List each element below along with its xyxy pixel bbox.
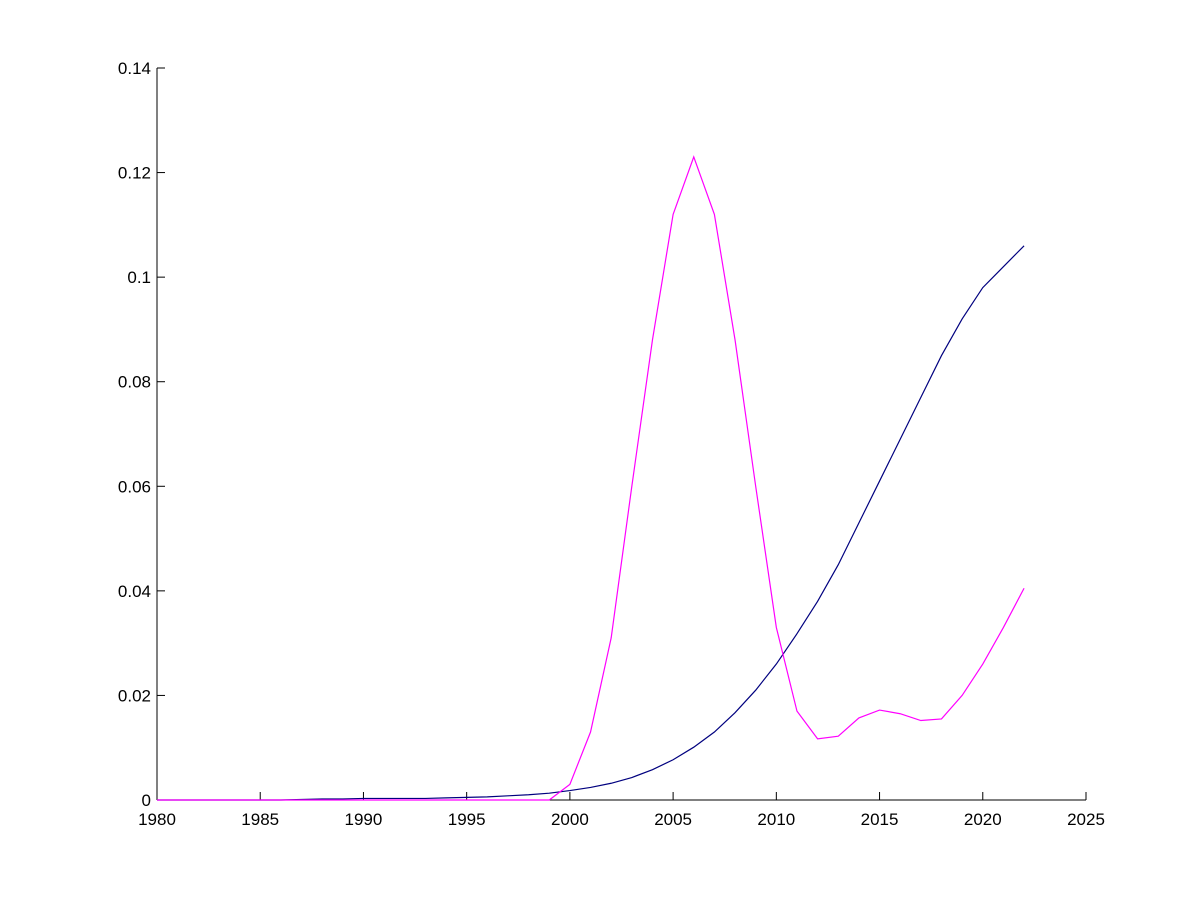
y-tick-label: 0.04 [118, 582, 151, 601]
x-tick-label: 2025 [1067, 810, 1105, 829]
y-tick-label: 0.1 [127, 268, 151, 287]
x-tick-label: 2010 [757, 810, 795, 829]
y-tick-label: 0.02 [118, 686, 151, 705]
x-tick-label: 2015 [861, 810, 899, 829]
x-tick-label: 1990 [345, 810, 383, 829]
y-tick-label: 0 [142, 791, 151, 810]
y-tick-label: 0.12 [118, 164, 151, 183]
x-tick-label: 2020 [964, 810, 1002, 829]
y-tick-label: 0.14 [118, 59, 151, 78]
x-tick-label: 1980 [138, 810, 176, 829]
series-line [157, 155, 1025, 801]
x-tick-label: 1995 [448, 810, 486, 829]
x-tick-label: 2005 [654, 810, 692, 829]
x-tick-label: 2000 [551, 810, 589, 829]
y-tick-label: 0.06 [118, 477, 151, 496]
y-tick-label: 0.08 [118, 373, 151, 392]
x-tick-label: 1985 [241, 810, 279, 829]
